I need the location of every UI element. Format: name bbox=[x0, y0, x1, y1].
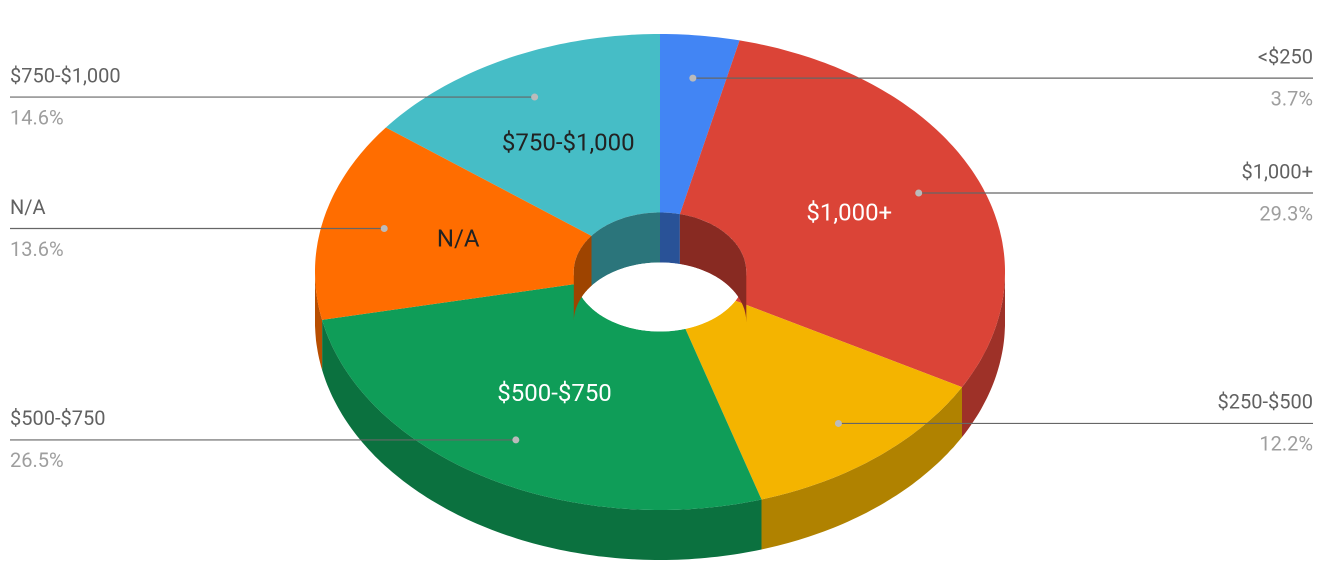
slice bbox=[685, 300, 962, 500]
legend-label: N/A bbox=[10, 195, 46, 219]
value-label: 12.2% bbox=[1259, 432, 1313, 456]
legend-label: $1,000+ bbox=[1242, 159, 1313, 183]
value-label: 14.6% bbox=[10, 105, 64, 129]
legend-label: <$250 bbox=[1258, 44, 1313, 68]
legend-label: $500-$750 bbox=[10, 406, 105, 430]
value-label: 13.6% bbox=[10, 237, 64, 261]
slice-label: $1,000+ bbox=[806, 199, 892, 227]
slice-side bbox=[962, 272, 1005, 438]
slice bbox=[322, 284, 762, 510]
slice-label: $500-$750 bbox=[497, 379, 612, 407]
leader-dot bbox=[915, 189, 923, 197]
slice bbox=[315, 127, 592, 320]
legend-label: $750-$1,000 bbox=[10, 63, 121, 87]
leader-dot bbox=[380, 224, 388, 232]
leader-dot bbox=[834, 419, 842, 427]
legend-label: $250-$500 bbox=[1218, 390, 1313, 414]
slice-side bbox=[761, 387, 962, 550]
leader-dot bbox=[689, 74, 697, 82]
hole bbox=[573, 262, 747, 332]
slice bbox=[660, 34, 740, 215]
value-label: 29.3% bbox=[1259, 201, 1313, 225]
leader-dot bbox=[512, 436, 520, 444]
hole-wall bbox=[573, 235, 592, 322]
slice-label: $750-$1,000 bbox=[502, 128, 635, 156]
leader-dot bbox=[531, 93, 539, 101]
slice bbox=[385, 34, 660, 236]
slice-side bbox=[315, 272, 323, 370]
hole-wall bbox=[591, 212, 660, 286]
slice bbox=[679, 40, 1005, 388]
slice-side bbox=[322, 319, 762, 560]
hole-wall bbox=[660, 212, 680, 265]
hole-wall bbox=[679, 214, 747, 322]
slice-label: N/A bbox=[437, 225, 480, 253]
value-label: 26.5% bbox=[10, 448, 64, 472]
value-label: 3.7% bbox=[1271, 86, 1313, 110]
